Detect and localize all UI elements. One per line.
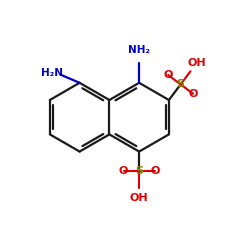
Text: H₂N: H₂N [41,68,63,78]
Text: OH: OH [130,194,148,203]
Text: O: O [150,166,160,176]
Text: S: S [177,80,185,90]
Text: O: O [164,70,173,80]
Text: NH₂: NH₂ [128,46,150,56]
Text: O: O [188,89,198,99]
Text: O: O [119,166,128,176]
Text: S: S [135,166,143,176]
Text: OH: OH [188,58,206,68]
